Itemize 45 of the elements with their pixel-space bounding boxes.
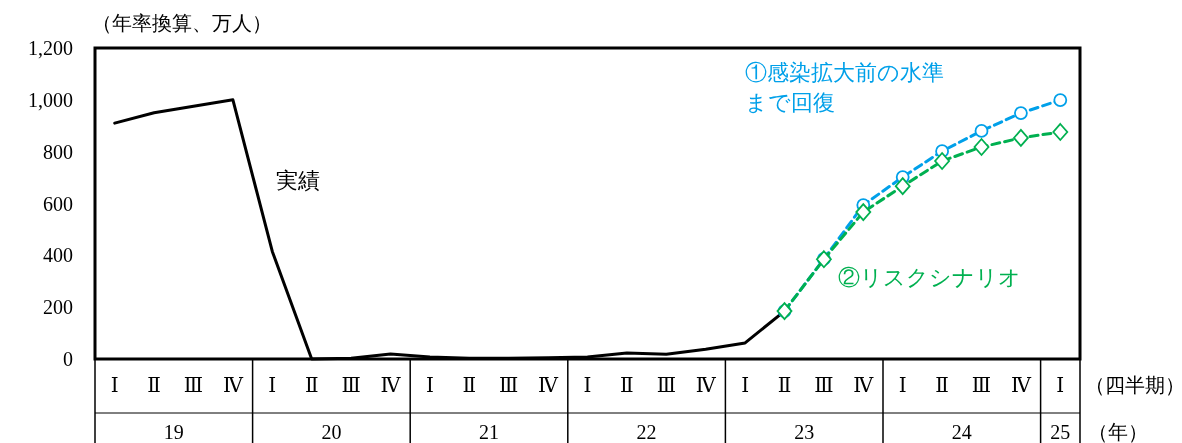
- y-tick-label: 800: [43, 140, 73, 163]
- x-tick-label: Ⅲ: [341, 374, 361, 396]
- y-tick-label: 400: [43, 244, 73, 267]
- series-label: 実績: [276, 167, 321, 193]
- x-tick-label: Ⅰ: [741, 374, 750, 396]
- x-tick-label: Ⅰ: [425, 374, 434, 396]
- x-tick-label: Ⅰ: [268, 374, 277, 396]
- x-tick-label: Ⅰ: [898, 374, 907, 396]
- x-tick-label: Ⅱ: [147, 374, 161, 396]
- x-axis-title: （四半期）: [1085, 374, 1182, 396]
- x-tick-label: Ⅲ: [971, 374, 992, 396]
- text: 22: [636, 421, 657, 443]
- x-tick-label: Ⅰ: [110, 374, 119, 396]
- x-tick-label: Ⅱ: [304, 374, 319, 396]
- x-tick-label: Ⅲ: [499, 374, 519, 396]
- x-tick-label: Ⅲ: [814, 374, 834, 396]
- y-tick-label: 600: [43, 192, 73, 215]
- series-label: ②リスクシナリオ: [838, 265, 1022, 291]
- y-tick-label: 1,000: [28, 88, 73, 111]
- x-tick-label: Ⅳ: [538, 374, 560, 396]
- y-tick-label: 1,200: [28, 37, 73, 59]
- text: 23: [794, 421, 815, 443]
- x-tick-label: Ⅳ: [222, 374, 244, 396]
- y-axis-title: （年率換算、万人）: [92, 12, 272, 34]
- x-tick-label: Ⅲ: [656, 374, 676, 396]
- text: 21: [479, 421, 499, 443]
- series-label: ①感染拡大前の水準まで回復: [745, 60, 945, 116]
- text: 25: [1050, 421, 1071, 443]
- text: 20: [321, 421, 342, 443]
- x-tick-label: Ⅳ: [380, 374, 402, 396]
- x-tick-label: Ⅳ: [1010, 374, 1032, 396]
- x-tick-label: Ⅳ: [695, 374, 717, 396]
- x-tick-label: Ⅱ: [620, 374, 634, 396]
- text: 19: [163, 421, 184, 443]
- text: 24: [951, 421, 972, 443]
- x-tick-label: Ⅱ: [935, 374, 949, 396]
- x-tick-label: Ⅲ: [183, 374, 204, 396]
- x-tick-label: Ⅰ: [1056, 374, 1065, 396]
- text: （年）: [1088, 421, 1148, 443]
- y-tick-label: 200: [43, 296, 73, 319]
- x-tick-label: Ⅱ: [777, 374, 792, 396]
- x-tick-label: Ⅰ: [583, 374, 592, 396]
- y-tick-label: 0: [63, 348, 73, 370]
- x-tick-label: Ⅳ: [853, 374, 875, 396]
- x-tick-label: Ⅱ: [462, 374, 477, 396]
